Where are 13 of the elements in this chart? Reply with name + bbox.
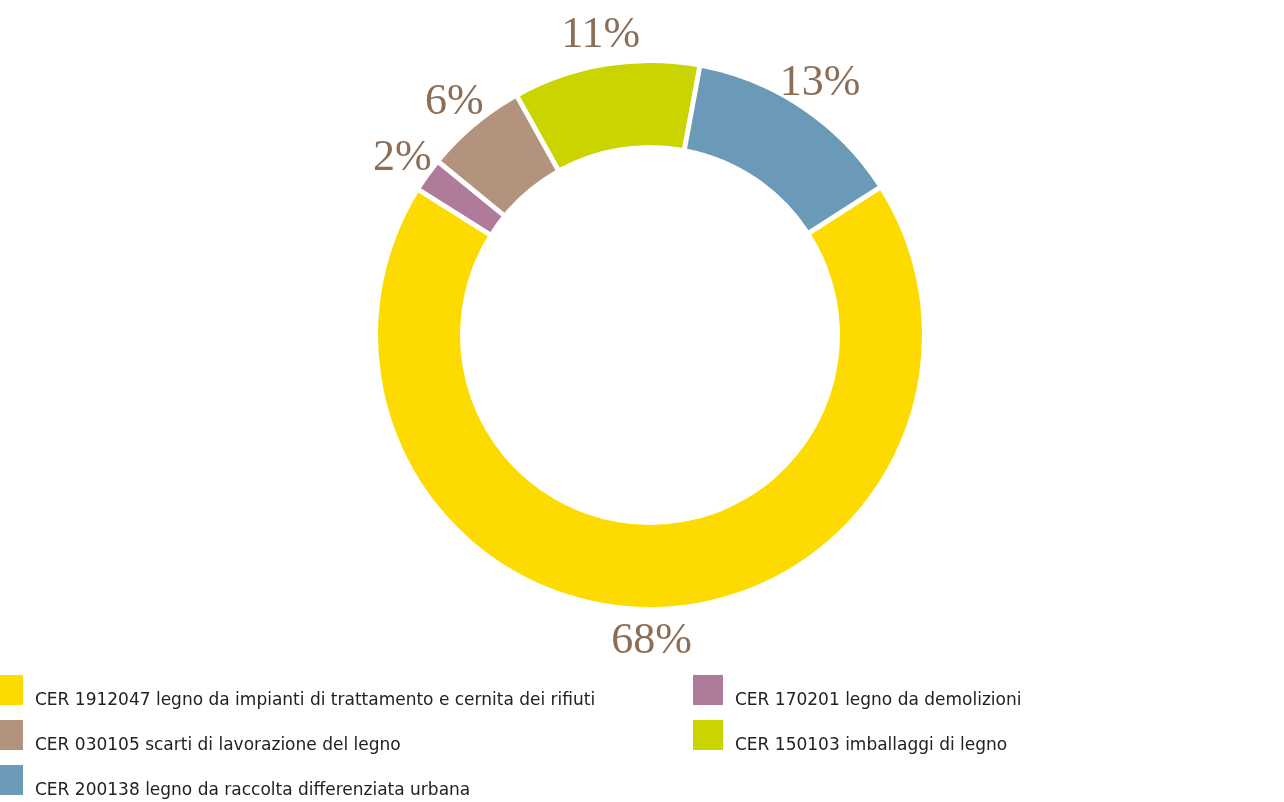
legend-label: CER 170201 legno da demolizioni bbox=[735, 689, 1022, 709]
data-label: 2% bbox=[372, 131, 432, 181]
donut-slice bbox=[519, 63, 698, 168]
data-label: 13% bbox=[779, 55, 861, 105]
legend-label: CER 1912047 legno da impianti di trattamento e cernita dei rifiuti bbox=[35, 689, 596, 709]
legend-label: CER 150103 imballaggi di legno bbox=[735, 734, 1008, 754]
donut-slice bbox=[687, 68, 878, 231]
legend-label: CER 200138 legno da raccolta differenziata urbana bbox=[35, 779, 471, 799]
data-label: 6% bbox=[425, 75, 484, 125]
legend-label: CER 030105 scarti di lavorazione del legno bbox=[35, 734, 401, 754]
donut-slice bbox=[378, 190, 922, 607]
data-label: 11% bbox=[561, 8, 641, 58]
data-label: 68% bbox=[611, 614, 692, 663]
